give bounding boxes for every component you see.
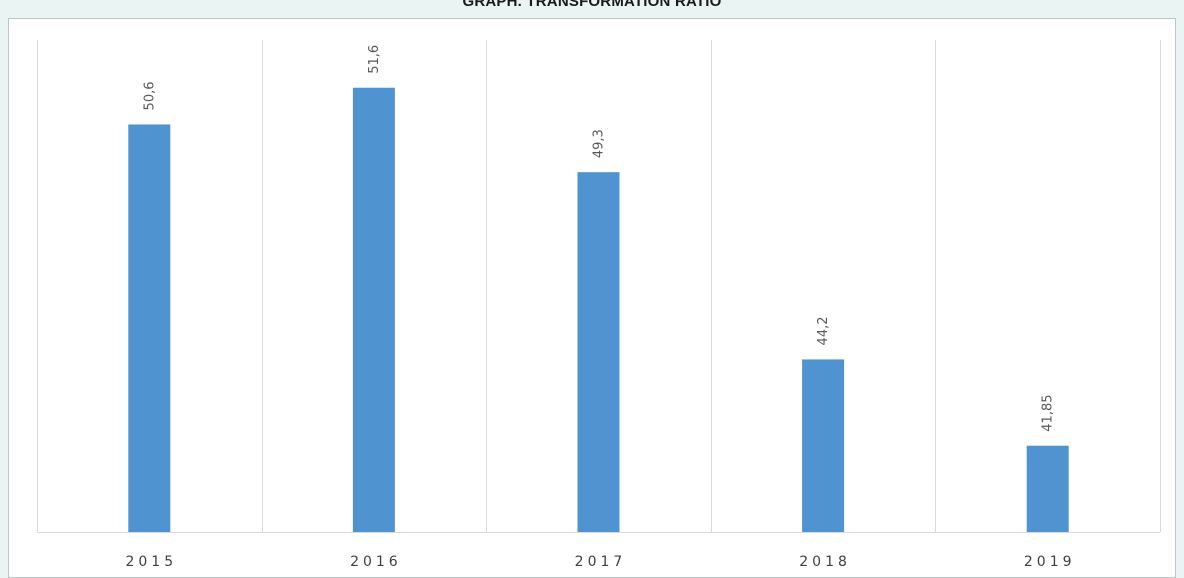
data-label: 49,3 xyxy=(592,129,607,158)
data-label: 51,6 xyxy=(367,45,382,74)
x-tick-label: 2016 xyxy=(350,554,402,570)
x-tick-label: 2018 xyxy=(799,554,851,570)
bar xyxy=(577,172,620,532)
data-label: 50,6 xyxy=(142,81,157,110)
x-tick-label: 2017 xyxy=(575,554,627,570)
bar xyxy=(352,87,395,532)
x-tick-label: 2015 xyxy=(125,554,177,570)
x-tick-label: 2019 xyxy=(1024,554,1076,570)
bar xyxy=(1026,445,1069,532)
data-label: 41,85 xyxy=(1041,394,1056,431)
bar xyxy=(802,359,845,532)
chart-title: GRAPH. TRANSFORMATION RATIO xyxy=(462,0,722,10)
bar xyxy=(128,124,171,533)
data-label: 44,2 xyxy=(816,316,831,345)
